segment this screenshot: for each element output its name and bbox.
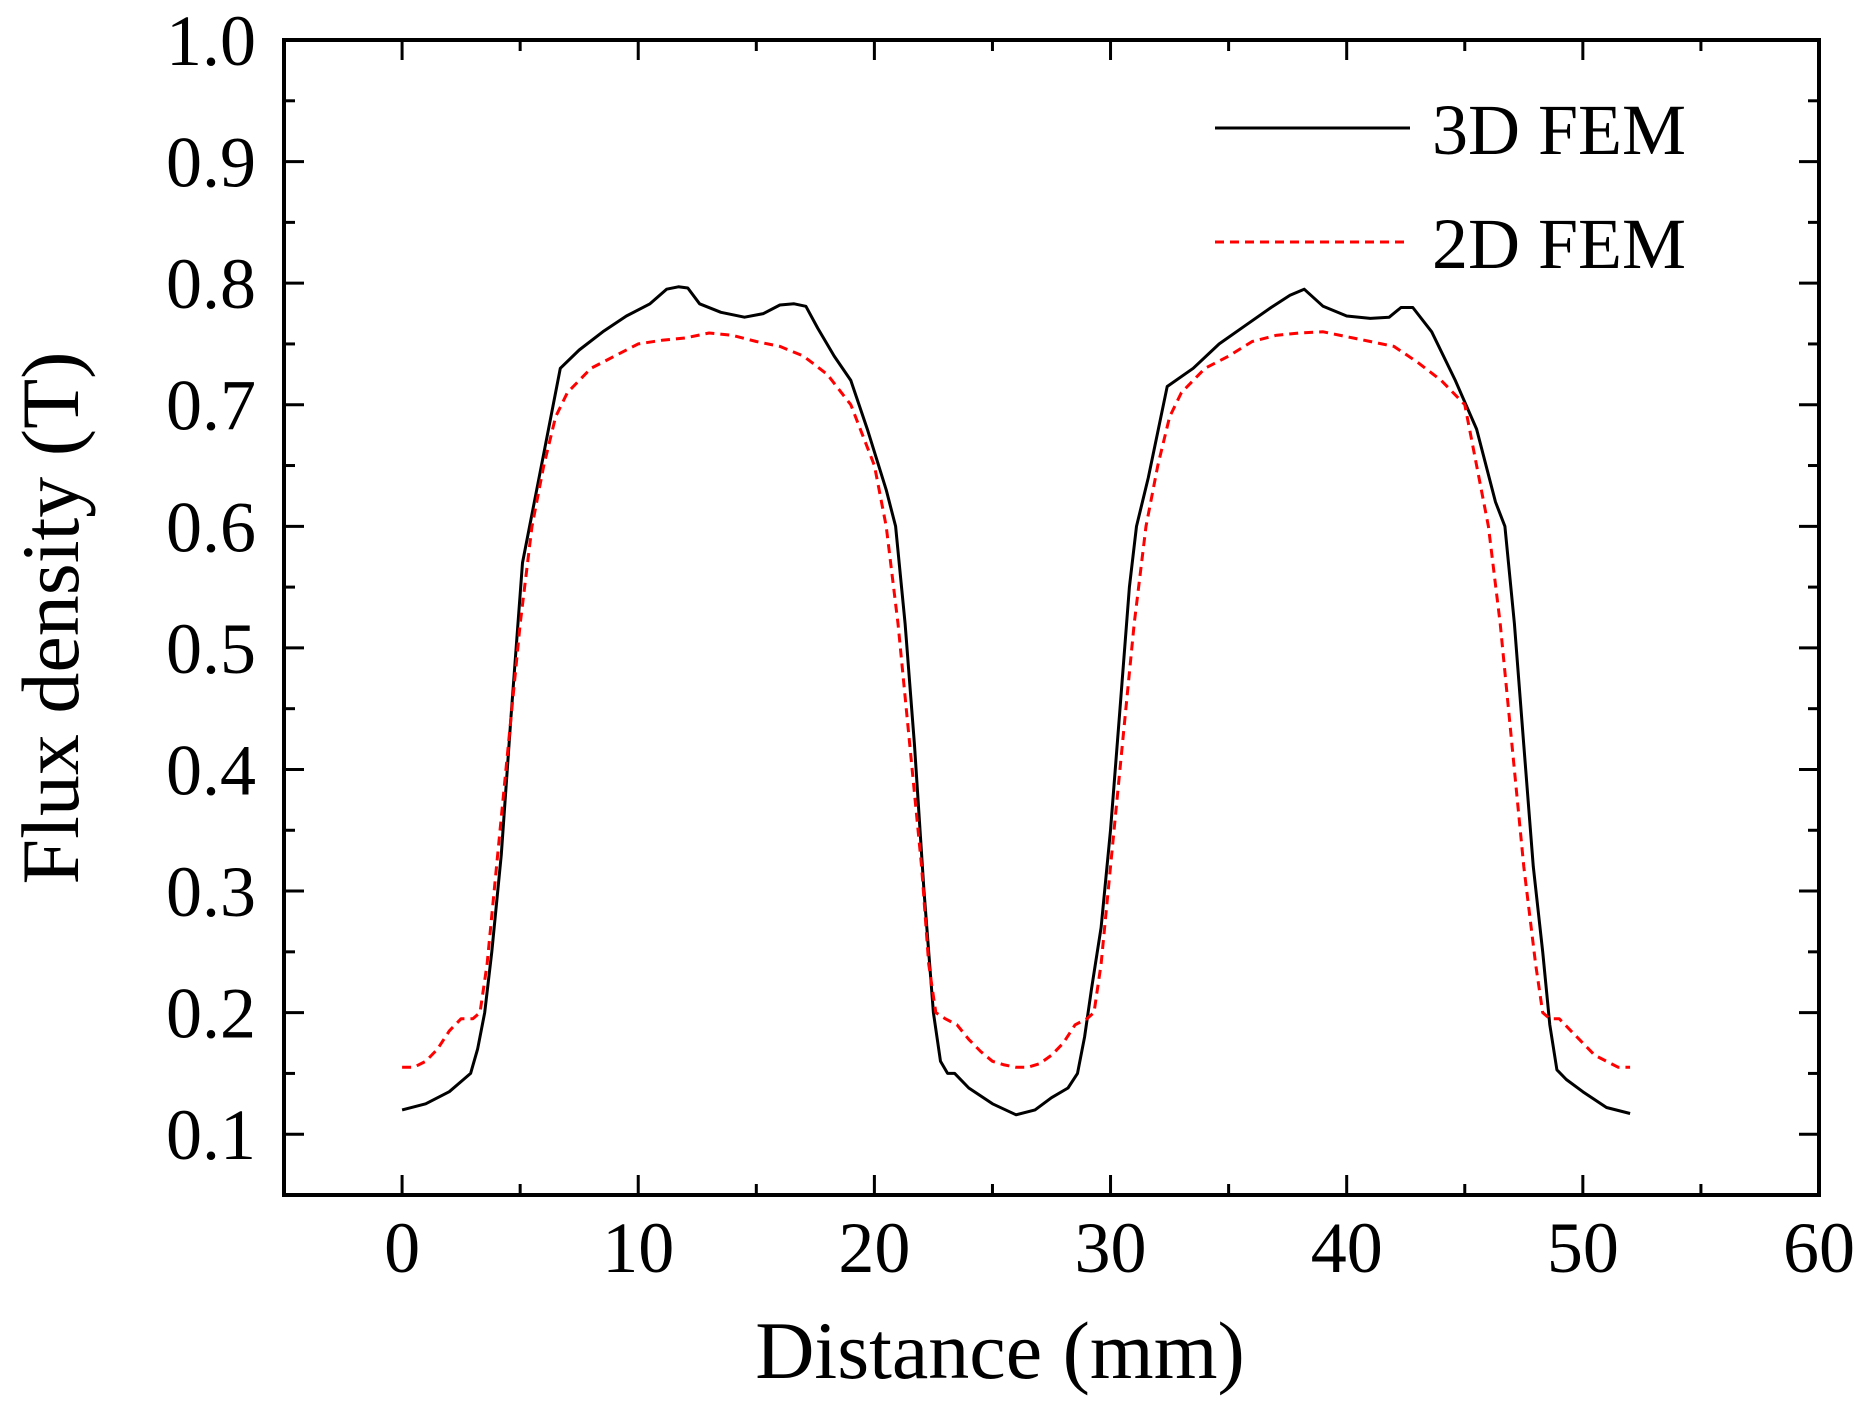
x-tick-label: 50: [1547, 1208, 1619, 1288]
x-tick-label: 30: [1075, 1208, 1147, 1288]
series-line-2d-fem: [402, 330, 1631, 1069]
y-tick-label: 0.4: [166, 730, 256, 810]
y-tick-label: 0.8: [166, 244, 256, 324]
series-line-3d-fem: [401, 285, 1631, 1117]
x-tick-labels: 0 10 20 30 40 50 60: [384, 1208, 1855, 1288]
x-tick-label: 0: [384, 1208, 420, 1288]
y-tick-label: 0.7: [166, 366, 256, 446]
x-tick-label: 10: [602, 1208, 674, 1288]
y-tick-label: 0.9: [166, 123, 256, 203]
y-tick-label: 1.0: [166, 1, 256, 81]
legend: 3D FEM 2D FEM: [1215, 90, 1686, 284]
x-tick-label: 60: [1783, 1208, 1855, 1288]
y-tick-label: 0.2: [166, 974, 256, 1054]
y-axis-title: Flux density (T): [5, 352, 96, 885]
legend-label-3d-fem: 3D FEM: [1432, 90, 1686, 170]
y-tick-label: 0.5: [166, 609, 256, 689]
x-tick-label: 20: [838, 1208, 910, 1288]
y-tick-label: 0.3: [166, 852, 256, 932]
y-tick-label: 0.1: [166, 1095, 256, 1175]
x-axis-title: Distance (mm): [755, 1305, 1245, 1396]
x-tick-label: 40: [1311, 1208, 1383, 1288]
legend-label-2d-fem: 2D FEM: [1432, 204, 1686, 284]
plot-frame: [282, 38, 1821, 1197]
y-tick-labels: 0.1 0.2 0.3 0.4 0.5 0.6 0.7 0.8 0.9 1.0: [166, 1, 256, 1175]
y-tick-label: 0.6: [166, 487, 256, 567]
series-layer: [401, 285, 1631, 1117]
